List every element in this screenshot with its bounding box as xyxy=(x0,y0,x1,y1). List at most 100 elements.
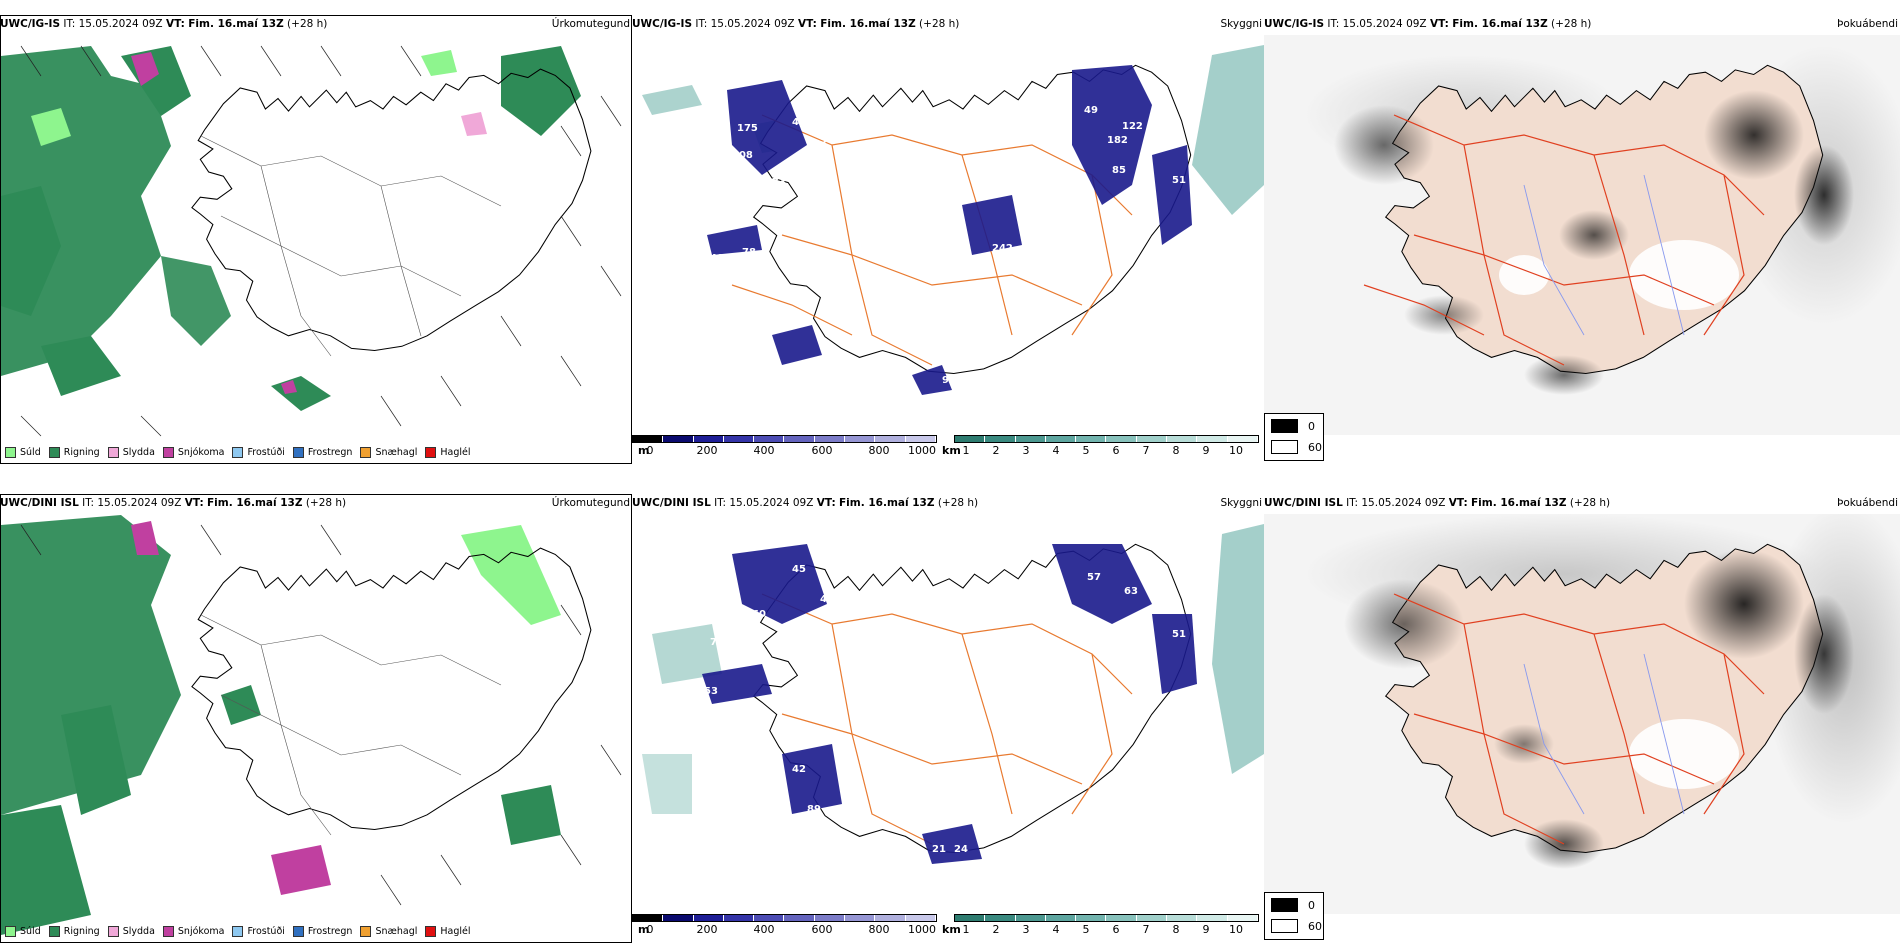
panel-title: Skyggni xyxy=(1220,18,1263,30)
legend-label: Snæhagl xyxy=(375,446,418,458)
cloudbase-label: 76 xyxy=(772,370,786,381)
tick-label: 7 xyxy=(1142,444,1150,457)
cloud-panel-row2: UWC/DINI ISL IT: 15.05.2024 09Z VT: Fim.… xyxy=(632,494,1264,943)
tick-label: 9 xyxy=(1202,444,1210,457)
visibility-cell xyxy=(985,436,1016,442)
tick-label: 1 xyxy=(962,923,970,936)
legend-item-rigning: Rigning xyxy=(48,446,100,458)
tick-label: 9 xyxy=(1202,923,1210,936)
cloudbase-cell xyxy=(754,915,785,921)
visibility-cell xyxy=(1136,915,1168,921)
cloud-map-svg xyxy=(642,524,1264,864)
swatch xyxy=(107,925,119,937)
cloudbase-cell xyxy=(845,915,876,921)
visibility-cell xyxy=(1167,915,1198,921)
cloudbase-label: 78 xyxy=(742,247,756,258)
cloudbase-label: 49 xyxy=(792,117,806,128)
legend-item-frostudi: Frostúði xyxy=(232,446,285,458)
wind-barbs xyxy=(20,45,622,437)
cloudbase-label: 48 xyxy=(710,253,724,264)
tick-label: 600 xyxy=(811,444,833,457)
tick-label: 1 xyxy=(962,444,970,457)
swatch xyxy=(232,925,244,937)
it-value: 15.05.2024 09Z xyxy=(78,18,163,30)
fog-legend-value: 60 xyxy=(1308,919,1322,933)
panel-header: UWC/DINI ISL IT: 15.05.2024 09Z VT: Fim.… xyxy=(0,494,632,512)
cloudbase-label: 73 xyxy=(772,177,786,188)
roads xyxy=(200,135,502,357)
cloudbase-colorbar: m 0 200 400 600 800 1000 xyxy=(632,435,937,464)
visibility-area xyxy=(1192,45,1264,215)
swatch xyxy=(360,925,372,937)
visibility-cell xyxy=(1227,915,1258,921)
tick-label: 2 xyxy=(992,444,1000,457)
visibility-colorbar: km 1 2 3 4 5 6 7 8 9 10 xyxy=(942,914,1259,943)
it-value: 15.05.2024 09Z xyxy=(1342,18,1427,30)
legend-label: Rigning xyxy=(63,446,100,458)
colorbar-ticks: m 0 200 400 600 800 1000 xyxy=(632,922,937,936)
tick-label: 5 xyxy=(1082,444,1090,457)
legend-item-rigning: Rigning xyxy=(48,925,100,937)
visibility-cell xyxy=(1015,436,1046,442)
cloudbase-label: 57 xyxy=(1087,572,1101,583)
panel-title: Þokuábendi xyxy=(1837,497,1898,509)
it-label: IT: xyxy=(1327,18,1340,30)
cloudbase-cell xyxy=(633,436,664,442)
cloudbase-cell xyxy=(814,915,846,921)
colorbar-unit: m xyxy=(638,444,650,457)
cloudbase-cell xyxy=(723,436,755,442)
precip-legend: Súld Rigning Slydda Snjókoma Frostúði Fr… xyxy=(5,444,471,460)
precip-map: Súld Rigning Slydda Snjókoma Frostúði Fr… xyxy=(0,15,632,464)
legend-label: Slydda xyxy=(122,446,155,458)
cloudbase-cell xyxy=(905,915,936,921)
tick-label: 3 xyxy=(1022,444,1030,457)
visibility-cell xyxy=(1076,915,1107,921)
lead-time: (+28 h) xyxy=(937,497,979,509)
cloudbase-label: 242 xyxy=(992,243,1013,254)
cloudbase-cell xyxy=(693,915,724,921)
colorbar-cells xyxy=(954,435,1259,443)
precip-panel-row1: UWC/IG-IS IT: 15.05.2024 09Z VT: Fim. 16… xyxy=(0,15,632,464)
panel-title: Úrkomutegund xyxy=(551,18,630,30)
legend-label: Snjókoma xyxy=(177,925,225,937)
tick-label: 4 xyxy=(1052,923,1060,936)
tick-label: 10 xyxy=(1229,923,1243,936)
cloudbase-cell xyxy=(875,915,906,921)
cloudbase-colorbar: m 0 200 400 600 800 1000 xyxy=(632,914,937,943)
rivers xyxy=(1523,174,1685,336)
fog-legend-value: 60 xyxy=(1308,440,1322,454)
legend-item-snjokoma: Snjókoma xyxy=(162,925,225,937)
colorbar-cells xyxy=(632,914,937,922)
visibility-cell xyxy=(1227,436,1258,442)
legend-label: Frostúði xyxy=(247,925,285,937)
visibility-cell xyxy=(1106,436,1137,442)
swatch xyxy=(1271,919,1298,933)
cloudbase-areas xyxy=(707,65,1192,395)
fog-legend-value: 0 xyxy=(1308,898,1315,912)
legend-item-frostregn: Frostregn xyxy=(292,446,352,458)
panel-header: UWC/IG-IS IT: 15.05.2024 09Z VT: Fim. 16… xyxy=(632,15,1264,33)
visibility-cell xyxy=(1045,915,1077,921)
fog-legend: 0 60 xyxy=(1264,413,1324,461)
fog-panel-row1: UWC/IG-IS IT: 15.05.2024 09Z VT: Fim. 16… xyxy=(1264,15,1900,464)
legend-item-snjokoma: Snjókoma xyxy=(162,446,224,458)
swatch xyxy=(1271,898,1298,912)
lead-time: (+28 h) xyxy=(1551,18,1592,30)
tick-label: 1000 xyxy=(908,444,936,457)
panel-title: Skyggni xyxy=(1220,497,1263,509)
cloudbase-label: 39 xyxy=(966,263,980,274)
tick-label: 2 xyxy=(992,923,1000,936)
model-name: UWC/DINI ISL xyxy=(0,497,79,509)
fog-legend-row: 0 xyxy=(1271,898,1315,912)
vt-label: VT: xyxy=(184,497,204,509)
lead-time: (+28 h) xyxy=(919,18,960,30)
tick-label: 6 xyxy=(1112,923,1120,936)
legend-item-haglel: Haglél xyxy=(425,446,471,458)
swatch xyxy=(5,925,16,937)
cloudbase-label: 42 xyxy=(792,764,806,775)
cloudbase-label: 45 xyxy=(792,564,806,575)
cloudbase-label: 96 xyxy=(942,375,956,386)
panel-title: Þokuábendi xyxy=(1837,18,1898,30)
visibility-colorbar: km 1 2 3 4 5 6 7 8 9 10 xyxy=(942,435,1259,464)
panel-header: UWC/IG-IS IT: 15.05.2024 09Z VT: Fim. 16… xyxy=(1264,15,1900,33)
